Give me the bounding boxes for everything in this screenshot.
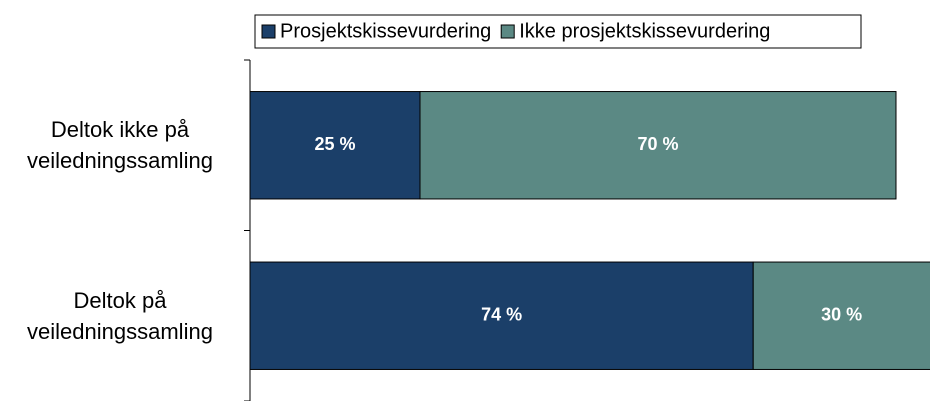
legend-swatch [261,24,276,39]
bar-segment [250,261,754,370]
legend-label: Prosjektskissevurdering [280,20,491,42]
data-label: 74 % [481,305,522,325]
legend-label: Ikke prosjektskissevurdering [519,20,770,42]
y-tick-label: Deltok på veiledningssamling [27,287,213,344]
y-tick-label: Deltok ikke på veiledningssamling [27,117,213,174]
data-label: 30 % [821,305,862,325]
legend-swatch [500,24,515,39]
bars [250,91,930,370]
bar-segment [752,261,930,370]
legend-box [254,14,862,49]
bar-segment [250,91,421,200]
data-label: 25 % [314,134,355,154]
bar-segment [419,91,897,200]
data-label: 70 % [637,134,678,154]
